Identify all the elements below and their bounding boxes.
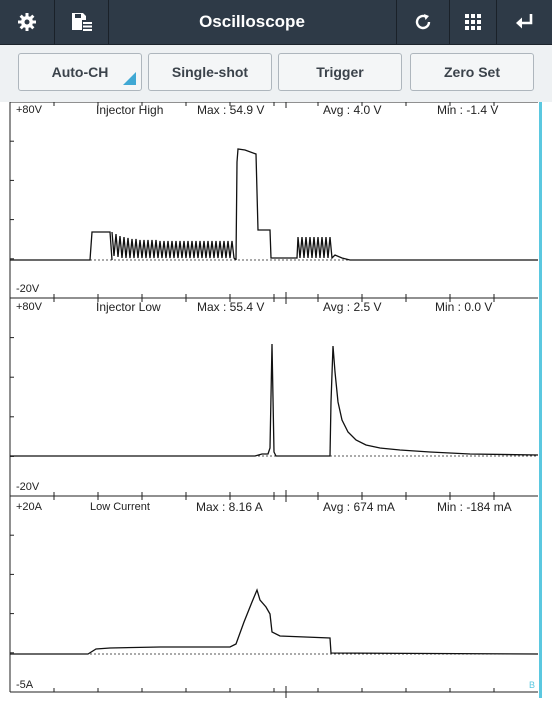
auto-ch-button[interactable]: Auto-CH	[18, 53, 142, 91]
ch2-min: Min : 0.0 V	[435, 300, 493, 314]
ch2-avg: Avg : 2.5 V	[323, 300, 382, 314]
back-icon	[515, 14, 532, 29]
ch2-top-scale: +80V	[16, 301, 42, 313]
ch1-bottom-scale: -20V	[16, 283, 40, 295]
single-shot-label: Single-shot	[171, 64, 249, 80]
auto-ch-label: Auto-CH	[51, 64, 109, 80]
back-button[interactable]	[497, 0, 552, 44]
ch2-name: Injector Low	[96, 300, 161, 314]
grid-icon	[465, 14, 481, 30]
control-toolbar: Auto-CH Single-shot Trigger Zero Set	[0, 45, 552, 102]
trigger-button[interactable]: Trigger	[278, 53, 402, 91]
ch1-min: Min : -1.4 V	[437, 103, 499, 117]
scrollbar[interactable]	[539, 102, 542, 698]
ch3-top-scale: +20A	[16, 501, 42, 513]
refresh-icon	[415, 14, 431, 30]
waveform-canvas	[9, 102, 539, 698]
ch3-min: Min : -184 mA	[437, 500, 512, 514]
zero-set-label: Zero Set	[443, 64, 500, 80]
gear-icon	[18, 13, 36, 31]
ch3-bottom-scale: -5A	[16, 679, 34, 691]
app-title: Oscilloscope	[199, 12, 305, 31]
ch3-avg: Avg : 674 mA	[323, 500, 395, 514]
trigger-label: Trigger	[316, 64, 364, 80]
save-data-button[interactable]	[55, 0, 108, 44]
title-bar: Oscilloscope	[0, 0, 552, 45]
dropdown-corner-icon	[123, 72, 136, 85]
ch1-avg: Avg : 4.0 V	[323, 103, 382, 117]
ch2-max: Max : 55.4 V	[197, 300, 265, 314]
corner-marker: B	[529, 680, 536, 690]
ch3-name: Low Current	[90, 501, 150, 513]
grid-button[interactable]	[450, 0, 496, 44]
refresh-button[interactable]	[397, 0, 449, 44]
scope-display[interactable]: +80V Injector High Max : 54.9 V Avg : 4.…	[0, 102, 552, 698]
save-list-icon	[71, 13, 92, 31]
ch1-max: Max : 54.9 V	[197, 103, 265, 117]
trace-injector-high	[10, 148, 538, 261]
grid-layer	[9, 102, 538, 698]
settings-button[interactable]	[0, 0, 54, 44]
ch3-max: Max : 8.16 A	[196, 500, 263, 514]
single-shot-button[interactable]: Single-shot	[148, 53, 272, 91]
trace-low-current	[10, 588, 539, 655]
zero-set-button[interactable]: Zero Set	[410, 53, 534, 91]
ch1-top-scale: +80V	[16, 104, 42, 116]
ch2-bottom-scale: -20V	[16, 481, 40, 493]
ch1-name: Injector High	[96, 103, 164, 117]
trace-injector-low	[10, 343, 539, 457]
